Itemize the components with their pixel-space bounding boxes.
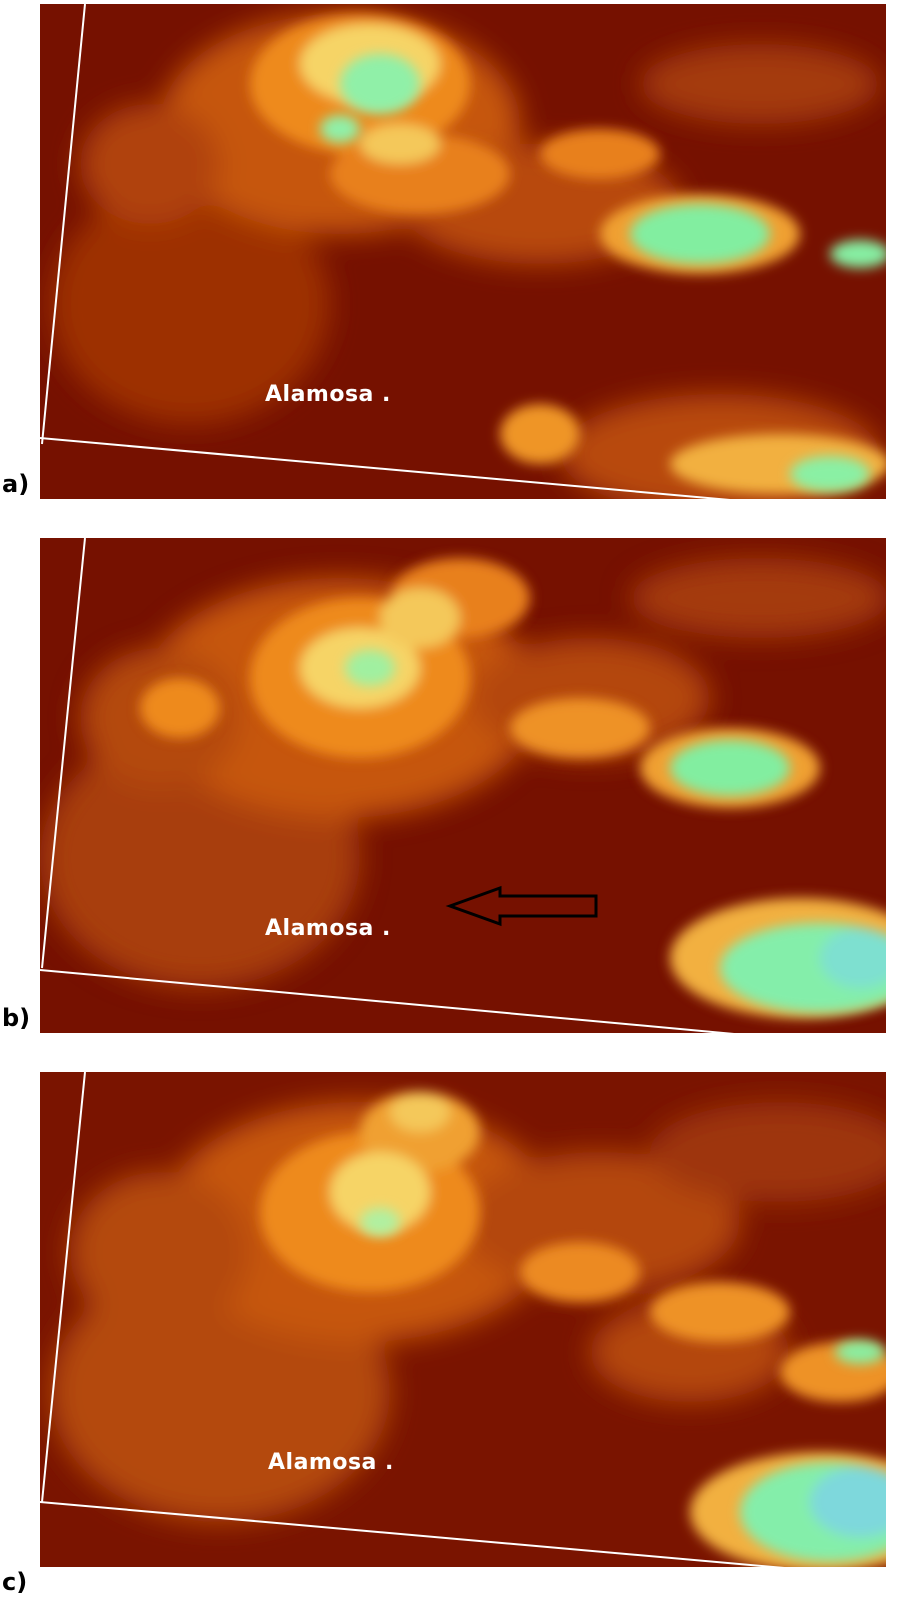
panel-letter-a: a) <box>2 470 30 498</box>
satellite-panel-b: Alamosa . <box>40 538 886 1033</box>
panel-letter-c: c) <box>2 1568 28 1596</box>
city-label-alamosa-c: Alamosa . <box>268 1450 394 1475</box>
panel-letter-b: b) <box>2 1004 31 1032</box>
satellite-panel-a: Alamosa . <box>40 4 886 499</box>
satellite-image-a <box>40 4 886 499</box>
satellite-image-c <box>40 1072 886 1567</box>
satellite-panel-c: Alamosa . <box>40 1072 886 1567</box>
city-label-alamosa-a: Alamosa . <box>265 382 391 407</box>
satellite-image-b <box>40 538 886 1033</box>
city-label-alamosa-b: Alamosa . <box>265 916 391 941</box>
arrow-icon <box>445 885 598 927</box>
